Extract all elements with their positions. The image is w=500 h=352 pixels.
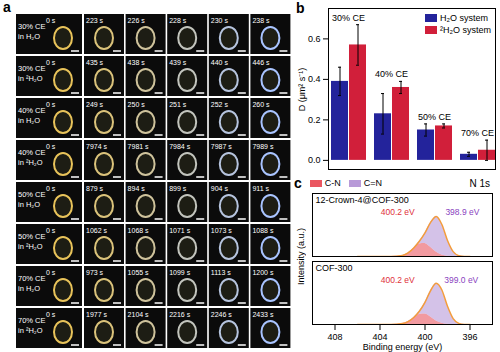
svg-text:396: 396 [462,332,477,342]
svg-text:70% CE: 70% CE [461,128,494,138]
svg-text:2433 s: 2433 s [252,311,274,318]
svg-text:899 s: 899 s [169,185,187,192]
svg-text:0 s: 0 s [46,17,56,24]
svg-text:30% CE: 30% CE [332,13,365,23]
svg-text:50% CE: 50% CE [18,232,46,241]
svg-text:0 s: 0 s [46,101,56,108]
svg-text:435 s: 435 s [86,59,104,66]
svg-text:250 s: 250 s [128,101,146,108]
svg-text:438 s: 438 s [128,59,146,66]
svg-text:7987 s: 7987 s [211,143,233,150]
svg-text:408: 408 [327,332,342,342]
svg-text:70% CE: 70% CE [18,316,46,325]
svg-text:1055 s: 1055 s [128,269,150,276]
svg-text:399.0 eV: 399.0 eV [444,275,478,285]
svg-text:12-Crown-4@COF-300: 12-Crown-4@COF-300 [316,195,409,205]
svg-text:1113 s: 1113 s [211,269,231,276]
svg-text:249 s: 249 s [86,101,104,108]
svg-text:400: 400 [417,332,432,342]
svg-text:230 s: 230 s [211,17,229,24]
svg-text:70% CE: 70% CE [18,274,46,283]
svg-text:0.2: 0.2 [308,115,321,125]
svg-text:894 s: 894 s [128,185,146,192]
svg-text:252 s: 252 s [211,101,229,108]
svg-text:30% CE: 30% CE [18,64,46,73]
html-text:N 1s: N 1s [469,177,490,189]
svg-text:2104 s: 2104 s [128,311,150,318]
svg-text:223 s: 223 s [86,17,104,24]
svg-text:50% CE: 50% CE [18,190,46,199]
svg-text:in ²H₂O: in ²H₂O [18,74,43,83]
svg-text:in H₂O: in H₂O [18,284,40,293]
svg-text:7984 s: 7984 s [169,143,191,150]
svg-text:439 s: 439 s [169,59,187,66]
html-text:H₂O system: H₂O system [440,13,488,23]
svg-text:in H₂O: in H₂O [18,116,40,125]
svg-text:398.9 eV: 398.9 eV [445,207,479,217]
svg-text:a: a [3,0,11,15]
html-text:Intensity (a.u.): Intensity (a.u.) [296,228,306,286]
svg-text:in ²H₂O: in ²H₂O [18,326,43,335]
svg-text:1099 s: 1099 s [169,269,191,276]
svg-text:30% CE: 30% CE [18,22,46,31]
svg-text:911 s: 911 s [252,185,269,192]
svg-text:973 s: 973 s [86,269,104,276]
svg-text:0.0: 0.0 [308,155,321,165]
svg-text:400.2 eV: 400.2 eV [381,275,415,285]
svg-text:Binding energy (eV): Binding energy (eV) [363,342,443,352]
svg-text:in ²H₂O: in ²H₂O [18,242,43,251]
svg-text:0 s: 0 s [46,185,56,192]
svg-text:1062 s: 1062 s [86,227,108,234]
svg-text:in H₂O: in H₂O [18,32,40,41]
html-text:C=N: C=N [363,178,383,188]
svg-text:446 s: 446 s [252,59,270,66]
svg-text:238 s: 238 s [252,17,270,24]
svg-text:440 s: 440 s [211,59,229,66]
svg-text:7989 s: 7989 s [252,143,274,150]
html-text:²H₂O system: ²H₂O system [440,25,491,35]
svg-text:1200 s: 1200 s [252,269,274,276]
svg-text:40% CE: 40% CE [18,148,46,157]
svg-text:2246 s: 2246 s [211,311,233,318]
svg-text:40% CE: 40% CE [375,69,408,79]
svg-text:0 s: 0 s [46,227,56,234]
svg-text:251 s: 251 s [169,101,187,108]
svg-text:404: 404 [372,332,387,342]
svg-text:904 s: 904 s [211,185,229,192]
svg-text:879 s: 879 s [86,185,104,192]
svg-text:1977 s: 1977 s [86,311,108,318]
svg-text:in H₂O: in H₂O [18,200,40,209]
svg-text:1071 s: 1071 s [169,227,191,234]
html-text:C-N: C-N [324,178,341,188]
svg-text:400.2 eV: 400.2 eV [381,207,415,217]
svg-text:226 s: 226 s [128,17,146,24]
svg-text:260 s: 260 s [252,101,270,108]
svg-text:COF-300: COF-300 [316,263,353,273]
svg-text:0 s: 0 s [46,143,56,150]
html-text:b: b [296,0,305,16]
svg-text:50% CE: 50% CE [418,112,451,122]
svg-text:228 s: 228 s [169,17,187,24]
svg-text:7981 s: 7981 s [128,143,150,150]
svg-text:0 s: 0 s [46,311,56,318]
svg-text:0.4: 0.4 [308,74,321,84]
html-text:c: c [294,175,302,191]
svg-text:1088 s: 1088 s [252,227,274,234]
svg-text:1068 s: 1068 s [128,227,150,234]
svg-text:40% CE: 40% CE [18,106,46,115]
svg-text:D (μm² s⁻¹): D (μm² s⁻¹) [297,68,307,112]
svg-text:0 s: 0 s [46,59,56,66]
svg-text:2216 s: 2216 s [169,311,191,318]
svg-text:7974 s: 7974 s [86,143,108,150]
svg-text:0 s: 0 s [46,269,56,276]
svg-text:1073 s: 1073 s [211,227,233,234]
svg-text:in ²H₂O: in ²H₂O [18,158,43,167]
svg-text:0.6: 0.6 [308,34,321,44]
